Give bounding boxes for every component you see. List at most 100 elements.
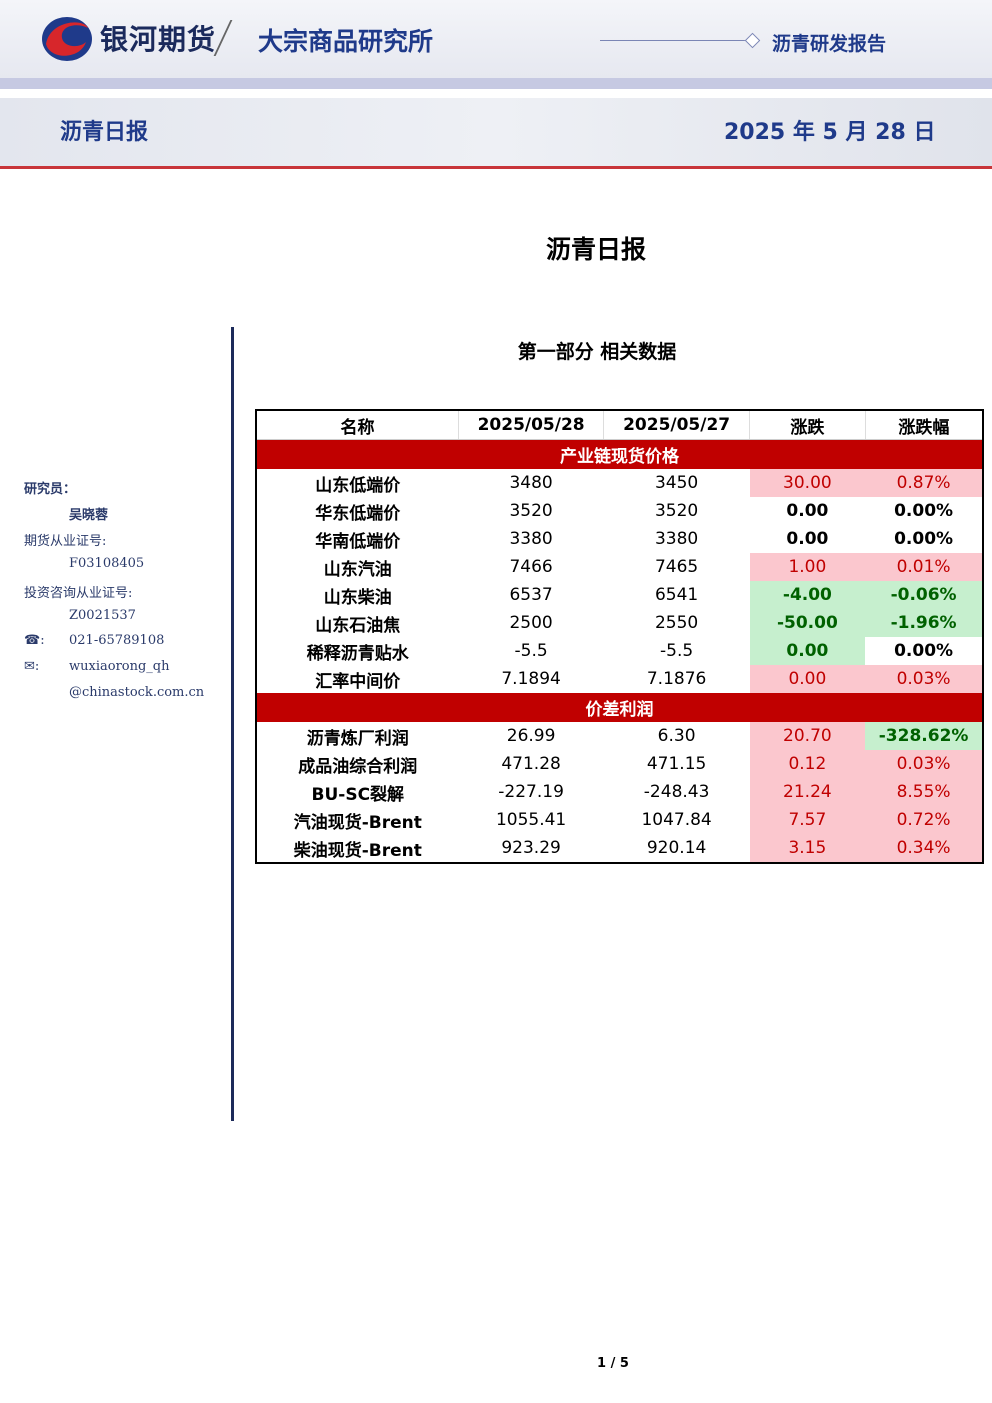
cell: 3380 <box>654 529 699 549</box>
cell: 26.99 <box>506 726 556 746</box>
header-strip <box>0 78 992 89</box>
cell: 6.30 <box>657 726 696 746</box>
report-title: 沥青日报 <box>545 235 646 264</box>
cell: -4.00 <box>749 581 866 609</box>
cell: 0.00 <box>749 665 866 693</box>
cell: -1.96% <box>865 609 983 637</box>
data-row: 华东低端价 3520 3520 0.00 0.00% <box>256 497 983 525</box>
cell: 0.00% <box>894 529 954 549</box>
row-name: 山东汽油 <box>323 559 392 580</box>
data-row: 成品油综合利润 471.28 471.15 0.12 0.03% <box>256 750 983 778</box>
cell: -328.62% <box>865 722 983 750</box>
column-header: 名称 <box>256 410 460 440</box>
data-row: 山东低端价 3480 3450 30.00 0.87% <box>256 469 983 497</box>
cell: 7.57 <box>749 806 866 834</box>
cell: 0.00% <box>894 501 954 521</box>
deco-line <box>600 40 745 41</box>
advisory-cert: Z0021537 <box>69 608 136 623</box>
page-number: 1 / 5 <box>597 1356 629 1371</box>
cell: 0.03% <box>865 750 983 778</box>
cell: 7.1876 <box>646 669 707 689</box>
email-label: ✉: <box>24 659 40 674</box>
data-row: 山东汽油 7466 7465 1.00 0.01% <box>256 553 983 581</box>
cell: 3.15 <box>749 834 866 863</box>
cell: 923.29 <box>501 838 561 858</box>
cell: 0.87% <box>865 469 983 497</box>
cell: 2500 <box>509 613 553 633</box>
cell: -227.19 <box>498 782 564 802</box>
cell: 0.01% <box>865 553 983 581</box>
row-name: 山东柴油 <box>323 587 392 608</box>
column-header: 2025/05/28 <box>458 410 605 440</box>
cell: 3520 <box>654 501 699 521</box>
institute: 大宗商品研究所 <box>258 27 434 56</box>
cell: -0.06% <box>865 581 983 609</box>
header-row: 名称 2025/05/28 2025/05/27 涨跌 涨跌幅 <box>256 410 984 440</box>
futures-cert: F03108405 <box>69 556 145 571</box>
logo-swirl <box>46 22 88 56</box>
row-name: 汇率中间价 <box>315 671 401 692</box>
column-header: 涨跌幅 <box>865 410 984 440</box>
sidebar-line <box>231 327 234 1121</box>
data-row: 沥青炼厂利润 26.99 6.30 20.70 -328.62% <box>256 722 983 750</box>
group-row: 价差利润 <box>256 693 983 722</box>
cell: 0.12 <box>749 750 866 778</box>
cell: 3380 <box>509 529 553 549</box>
data-row: 稀释沥青贴水 -5.5 -5.5 0.00 0.00% <box>256 637 983 665</box>
table-body: 名称 2025/05/28 2025/05/27 涨跌 涨跌幅 产业链现货价格山东低端价 3… <box>256 410 984 863</box>
cell: -5.5 <box>660 641 694 661</box>
cell: 2550 <box>654 613 699 633</box>
cell: 6541 <box>654 585 699 605</box>
column-header: 2025/05/27 <box>603 410 751 440</box>
advisory-cert-label: 投资咨询从业证号: <box>24 586 133 601</box>
cell: 0.00 <box>786 501 829 521</box>
cell: 30.00 <box>749 469 866 497</box>
data-row: BU-SC裂解 -227.19 -248.43 21.24 8.55% <box>256 778 983 806</box>
report-type: 沥青研发报告 <box>772 33 887 55</box>
cell: 0.72% <box>865 806 983 834</box>
group-title: 价差利润 <box>256 693 983 722</box>
banner-date: 2025 年 5 月 28 日 <box>724 120 936 145</box>
cell: 0.03% <box>865 665 983 693</box>
data-row: 山东柴油 6537 6541 -4.00 -0.06% <box>256 581 983 609</box>
cell: 1.00 <box>749 553 866 581</box>
data-row: 华南低端价 3380 3380 0.00 0.00% <box>256 525 983 553</box>
cell: 3480 <box>509 473 553 493</box>
data-row: 山东石油焦 2500 2550 -50.00 -1.96% <box>256 609 983 637</box>
cell: 7465 <box>654 557 699 577</box>
cell: 3450 <box>654 473 699 493</box>
data-table: 名称 2025/05/28 2025/05/27 涨跌 涨跌幅 产业链现货价格山东低端价 3… <box>255 409 984 864</box>
company: 银河期货 <box>100 23 217 56</box>
row-name: 汽油现货-Brent <box>293 812 422 833</box>
cell: -5.5 <box>514 641 548 661</box>
group-row: 产业链现货价格 <box>256 439 983 469</box>
email: @chinastock.com.cn <box>69 685 205 700</box>
cell: 7.1894 <box>501 669 561 689</box>
row-name: 稀释沥青贴水 <box>306 643 409 664</box>
data-row: 柴油现货-Brent 923.29 920.14 3.15 0.34% <box>256 834 983 863</box>
cell: 3520 <box>509 501 553 521</box>
data-row: 汇率中间价 7.1894 7.1876 0.00 0.03% <box>256 665 983 693</box>
row-name: 沥青炼厂利润 <box>306 728 409 749</box>
group-title: 产业链现货价格 <box>256 439 983 469</box>
cell: 0.00% <box>894 641 954 661</box>
cell: 1047.84 <box>641 810 712 830</box>
row-name: BU-SC裂解 <box>311 784 405 805</box>
phone-label: ☎: <box>24 633 45 648</box>
banner-title: 沥青日报 <box>60 120 149 145</box>
row-name: 山东低端价 <box>315 475 401 496</box>
column-header: 涨跌 <box>749 410 866 440</box>
data-row: 汽油现货-Brent 1055.41 1047.84 7.57 0.72% <box>256 806 983 834</box>
header-band <box>0 0 992 78</box>
row-name: 成品油综合利润 <box>298 756 418 777</box>
row-name: 山东石油焦 <box>315 615 401 636</box>
cell: 21.24 <box>749 778 866 806</box>
cell: 0.34% <box>865 834 983 863</box>
email: wuxiaorong_qh <box>69 659 170 674</box>
futures-cert-label: 期货从业证号: <box>24 534 107 549</box>
logo <box>42 17 92 61</box>
cell: 920.14 <box>646 838 707 858</box>
researcher: 吴晓蓉 <box>69 508 109 523</box>
